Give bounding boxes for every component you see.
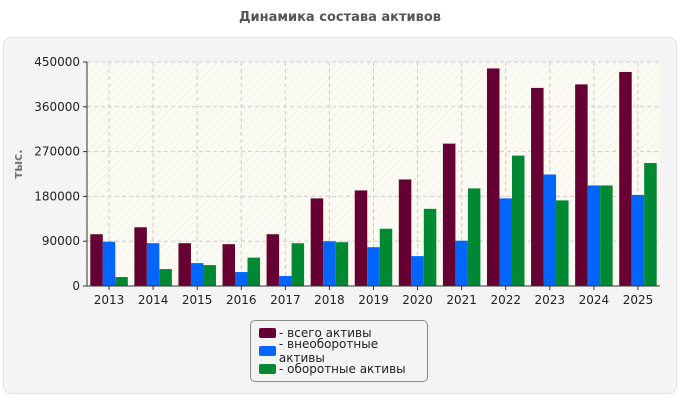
bar bbox=[279, 276, 292, 286]
y-axis-label: тыс. bbox=[11, 149, 25, 178]
legend-item: - оборотные активы bbox=[259, 360, 427, 378]
y-tick-label: 360000 bbox=[34, 100, 80, 114]
bar bbox=[543, 174, 557, 286]
y-tick-label: 180000 bbox=[34, 189, 80, 203]
x-tick-label: 2024 bbox=[579, 293, 610, 307]
legend-swatch bbox=[259, 346, 276, 356]
legend-swatch bbox=[259, 364, 276, 374]
x-tick-label: 2023 bbox=[535, 293, 566, 307]
bar bbox=[379, 228, 393, 286]
bar bbox=[442, 143, 456, 286]
legend-label: - внеоборотные активы bbox=[278, 337, 379, 365]
legend-item: - всего активы bbox=[259, 324, 427, 342]
bar bbox=[134, 227, 147, 286]
bar bbox=[266, 234, 280, 286]
bar bbox=[323, 241, 336, 286]
bar bbox=[354, 190, 368, 286]
legend-item: - внеоборотные активы bbox=[259, 337, 427, 365]
bar bbox=[235, 272, 248, 286]
x-tick-label: 2019 bbox=[358, 293, 389, 307]
bar bbox=[159, 269, 172, 286]
bar bbox=[115, 277, 128, 286]
legend-label: - оборотные активы bbox=[279, 362, 406, 376]
y-tick-label: 0 bbox=[72, 279, 80, 293]
bar bbox=[310, 198, 324, 286]
bar bbox=[619, 71, 632, 286]
y-tick-label: 90000 bbox=[42, 234, 80, 248]
bar bbox=[455, 240, 468, 286]
bar bbox=[291, 243, 305, 286]
x-tick-label: 2025 bbox=[623, 293, 654, 307]
bar bbox=[587, 185, 601, 286]
legend-label: - всего активы bbox=[279, 326, 372, 340]
legend: - всего активы - внеоборотные активы - обо… bbox=[250, 320, 428, 382]
bar bbox=[203, 265, 216, 286]
x-tick-label: 2021 bbox=[446, 293, 477, 307]
bar bbox=[90, 234, 103, 286]
bar bbox=[556, 200, 569, 286]
chart-title: Динамика состава активов bbox=[238, 10, 442, 25]
bar bbox=[335, 242, 349, 286]
bar bbox=[575, 84, 588, 287]
bar bbox=[190, 263, 204, 286]
bar bbox=[467, 188, 481, 286]
bar bbox=[531, 87, 544, 286]
bar bbox=[423, 208, 437, 286]
bar bbox=[178, 243, 191, 286]
y-tick-label: 450000 bbox=[34, 55, 80, 69]
bar bbox=[631, 194, 645, 286]
x-tick-label: 2013 bbox=[94, 293, 125, 307]
x-tick-label: 2014 bbox=[138, 293, 169, 307]
bar bbox=[102, 241, 116, 286]
bar bbox=[499, 198, 512, 286]
x-tick-label: 2020 bbox=[402, 293, 433, 307]
x-tick-label: 2016 bbox=[226, 293, 257, 307]
bar bbox=[398, 179, 412, 286]
x-tick-label: 2022 bbox=[490, 293, 521, 307]
bar bbox=[247, 257, 261, 286]
bar bbox=[644, 163, 657, 286]
bar bbox=[511, 155, 525, 286]
bar bbox=[600, 185, 613, 286]
x-tick-label: 2017 bbox=[270, 293, 301, 307]
bar bbox=[486, 68, 500, 287]
bar bbox=[222, 244, 236, 286]
x-tick-label: 2018 bbox=[314, 293, 345, 307]
legend-swatch bbox=[259, 328, 276, 338]
bar bbox=[146, 243, 160, 286]
bar bbox=[411, 256, 424, 286]
y-tick-label: 270000 bbox=[34, 145, 80, 159]
x-tick-label: 2015 bbox=[182, 293, 213, 307]
bar bbox=[367, 247, 380, 286]
